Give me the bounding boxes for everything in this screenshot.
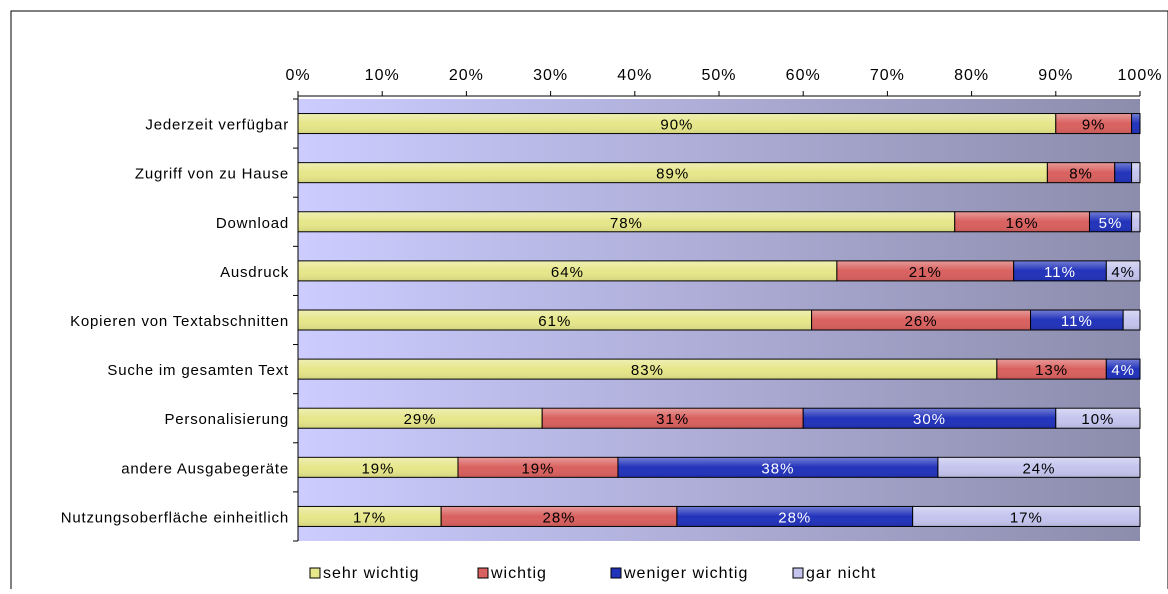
- category-label: Kopieren von Textabschnitten: [70, 313, 289, 330]
- data-label: 90%: [660, 117, 693, 134]
- bar-segment-shade: [298, 506, 441, 526]
- bar-segment-shade: [1132, 212, 1140, 232]
- data-label: 30%: [913, 411, 946, 428]
- x-tick-label: 90%: [1038, 67, 1073, 84]
- data-label: 19%: [361, 460, 394, 477]
- x-tick-label: 100%: [1118, 67, 1163, 84]
- data-label: 29%: [404, 411, 437, 428]
- bar-segment-shade: [441, 506, 677, 526]
- data-label: 4%: [1111, 264, 1135, 281]
- category-label: Jederzeit verfügbar: [145, 117, 289, 134]
- bar-segment-shade: [458, 457, 618, 477]
- legend-label: gar nicht: [806, 565, 876, 582]
- legend-swatch: [792, 567, 804, 579]
- bar-segment-shade: [298, 310, 812, 330]
- data-label: 9%: [1082, 117, 1106, 134]
- bar-segment-shade: [812, 310, 1031, 330]
- bar-segment-shade: [997, 359, 1106, 379]
- legend-label: wichtig: [490, 565, 547, 582]
- bar-segment-shade: [542, 408, 803, 428]
- category-label: Nutzungsoberfläche einheitlich: [61, 509, 289, 526]
- bar-segment-shade: [1106, 359, 1140, 379]
- x-tick-label: 50%: [701, 67, 736, 84]
- bar-segment-shade: [1014, 261, 1106, 281]
- category-label: Ausdruck: [220, 264, 289, 281]
- data-label: 19%: [521, 460, 554, 477]
- data-label: 26%: [905, 313, 938, 330]
- bar-segment-shade: [298, 114, 1056, 134]
- category-label: Download: [216, 215, 289, 232]
- data-label: 8%: [1069, 166, 1093, 183]
- data-label: 4%: [1111, 362, 1135, 379]
- x-tick-label: 0%: [285, 67, 310, 84]
- bar-segment-shade: [913, 506, 1140, 526]
- legend-swatch: [610, 567, 622, 579]
- category-label: andere Ausgabegeräte: [121, 460, 289, 477]
- data-label: 21%: [909, 264, 942, 281]
- data-label: 11%: [1044, 264, 1076, 281]
- data-label: 10%: [1081, 411, 1114, 428]
- data-label: 11%: [1061, 313, 1093, 330]
- bar-segment-shade: [1089, 212, 1132, 232]
- bar-segment-shade: [837, 261, 1014, 281]
- data-label: 17%: [1010, 509, 1043, 526]
- legend-label: sehr wichtig: [323, 565, 419, 582]
- bar-segment-shade: [298, 457, 458, 477]
- data-label: 17%: [353, 509, 386, 526]
- x-tick-label: 40%: [617, 67, 652, 84]
- legend-swatch: [309, 567, 321, 579]
- bar-segment-shade: [298, 261, 837, 281]
- bar-segment-shade: [1123, 310, 1140, 330]
- bar-segment-shade: [1132, 114, 1140, 134]
- legend-swatch: [477, 567, 489, 579]
- x-tick-label: 70%: [870, 67, 905, 84]
- data-label: 13%: [1035, 362, 1068, 379]
- bar-segment-shade: [1031, 310, 1123, 330]
- bar-segment-shade: [955, 212, 1089, 232]
- category-label: Personalisierung: [164, 411, 289, 428]
- bar-segment-shade: [803, 408, 1056, 428]
- category-label: Suche im gesamten Text: [107, 362, 289, 379]
- bar-segment-shade: [618, 457, 938, 477]
- data-label: 78%: [610, 215, 643, 232]
- data-label: 5%: [1099, 215, 1123, 232]
- legend-label: weniger wichtig: [623, 565, 748, 582]
- bar-segment-shade: [1056, 408, 1140, 428]
- x-tick-label: 10%: [365, 67, 400, 84]
- category-label: Zugriff von zu Hause: [135, 166, 289, 183]
- data-label: 28%: [543, 509, 576, 526]
- x-tick-label: 60%: [786, 67, 821, 84]
- data-label: 24%: [1022, 460, 1055, 477]
- data-label: 89%: [656, 166, 689, 183]
- bar-segment-shade: [1115, 163, 1132, 183]
- bar-segment-shade: [1047, 163, 1115, 183]
- bar-segment-shade: [1132, 163, 1140, 183]
- bar-segment-shade: [677, 506, 913, 526]
- data-label: 31%: [656, 411, 689, 428]
- bar-segment-shade: [1106, 261, 1140, 281]
- data-label: 61%: [538, 313, 571, 330]
- data-label: 28%: [778, 509, 811, 526]
- x-tick-label: 20%: [449, 67, 484, 84]
- x-tick-label: 80%: [954, 67, 989, 84]
- bar-segment-shade: [298, 212, 955, 232]
- data-label: 83%: [631, 362, 664, 379]
- bar-segment-shade: [298, 359, 997, 379]
- bar-segment-shade: [298, 163, 1047, 183]
- data-label: 16%: [1006, 215, 1039, 232]
- bar-segment-shade: [938, 457, 1140, 477]
- bar-segment-shade: [1056, 114, 1132, 134]
- data-label: 38%: [761, 460, 794, 477]
- data-label: 64%: [551, 264, 584, 281]
- bar-segment-shade: [298, 408, 542, 428]
- x-tick-label: 30%: [533, 67, 568, 84]
